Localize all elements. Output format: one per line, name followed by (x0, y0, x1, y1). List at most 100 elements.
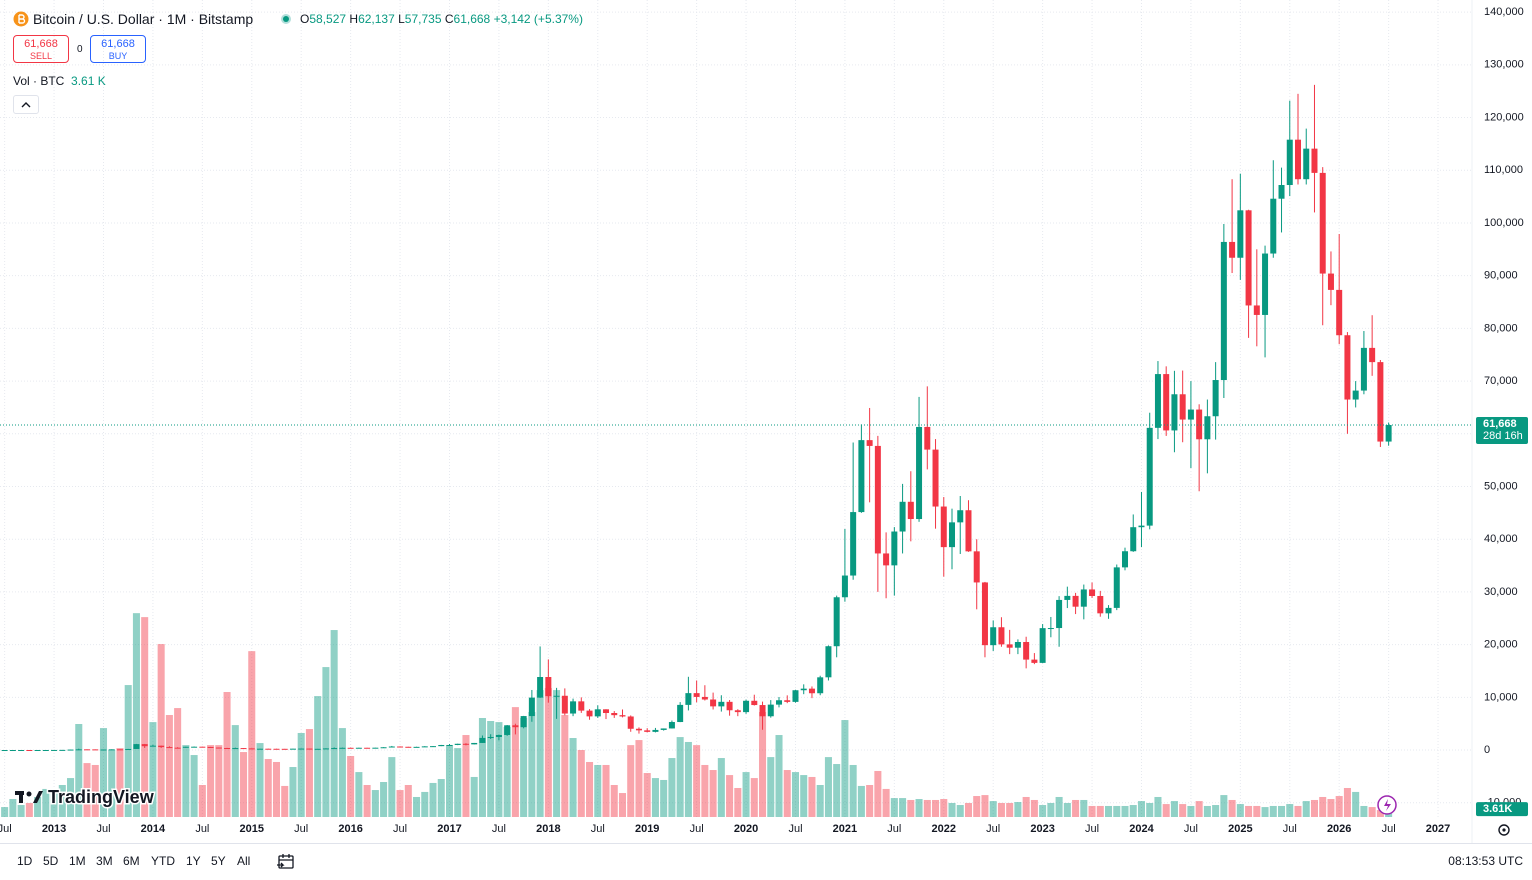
range-button[interactable]: 3M (96, 854, 113, 868)
volume-legend: Vol · BTC 3.61 K (13, 74, 106, 88)
volume-bar (709, 770, 717, 817)
logo-mark (26, 791, 32, 797)
settings-icon[interactable] (1498, 824, 1510, 836)
volume-bar (1269, 805, 1277, 817)
date-range-icon[interactable] (276, 852, 296, 872)
volume-bar (347, 755, 355, 817)
volume-bar (1220, 795, 1228, 817)
volume-bar (1006, 802, 1014, 817)
volume-bar (1170, 801, 1178, 817)
x-tick-label: 2021 (833, 823, 857, 835)
volume-bar (454, 748, 462, 817)
bottom-toolbar: 1D 5D 1M 3M 6M YTD 1Y 5Y All 08:13:53 UTC (0, 843, 1532, 880)
ohlc-value: 61,668 (453, 12, 491, 26)
range-button[interactable]: 1D (17, 854, 33, 868)
candle-body (479, 737, 486, 743)
candle-body (759, 705, 766, 717)
range-button[interactable]: All (237, 854, 251, 868)
candle-body (421, 746, 428, 748)
candle-body (586, 710, 593, 717)
volume-bar (99, 728, 108, 817)
volume-bar (808, 776, 816, 817)
volume-bar (380, 782, 388, 817)
volume-bar (1195, 801, 1203, 817)
volume-bar (528, 712, 536, 817)
volume-bar (272, 761, 281, 817)
volume-bar (1121, 805, 1129, 817)
candle-body (652, 729, 659, 732)
range-button[interactable]: 5Y (211, 854, 226, 868)
volume-bar (264, 758, 272, 817)
candle-body (776, 700, 783, 705)
volume-bar (388, 757, 396, 817)
range-button[interactable]: 1Y (186, 854, 201, 868)
x-tick-label: Jul (294, 823, 308, 835)
volume-bar (421, 791, 429, 817)
volume-bar (1212, 805, 1220, 817)
candle-body (1113, 567, 1120, 608)
volume-bar (841, 720, 849, 817)
range-button[interactable]: 6M (123, 854, 140, 868)
candle-body (1369, 347, 1376, 363)
sell-price: 61,668 (24, 38, 58, 50)
x-tick-label: Jul (1085, 823, 1099, 835)
candle-body (907, 501, 914, 520)
candle-body (1327, 273, 1334, 290)
candle-body (314, 748, 321, 750)
range-button[interactable]: 5D (43, 854, 59, 868)
candle-body (693, 693, 700, 697)
symbol-icon (13, 11, 29, 27)
collapse-button[interactable] (13, 95, 39, 114)
logo-text: TradingView (48, 787, 155, 807)
candle-body (1072, 595, 1079, 607)
candle-body (734, 710, 741, 713)
volume-bar (42, 788, 50, 817)
volume-bar (91, 764, 99, 817)
candle-body (570, 701, 577, 714)
volume-bar (1286, 804, 1294, 817)
volume-bar (289, 767, 297, 817)
candle-body (627, 716, 634, 729)
candle-body (635, 728, 642, 731)
volume-bar (338, 728, 346, 817)
candle-body (92, 749, 99, 751)
volume-bar (1368, 807, 1376, 817)
y-tick-label: 40,000 (1484, 533, 1518, 545)
candle-body (59, 749, 66, 751)
volume-bar (660, 779, 668, 817)
volume-bar (956, 805, 964, 817)
volume-bar (1088, 805, 1096, 817)
candle-body (1212, 380, 1219, 417)
candle-body (1352, 390, 1359, 400)
volume-bar (1203, 805, 1211, 817)
assistant-bolt (1384, 799, 1391, 811)
y-tick-label: 140,000 (1484, 6, 1524, 18)
ohlc-value: 62,137 (358, 12, 395, 26)
candle-body (899, 501, 906, 532)
buy-button[interactable]: 61,668 BUY (90, 35, 146, 63)
range-button[interactable]: YTD (151, 854, 175, 868)
volume-bar (973, 796, 981, 817)
candle-body (1146, 427, 1153, 526)
volume-bar (750, 778, 758, 817)
ohlc-key: O (300, 12, 310, 26)
volume-bar (116, 748, 124, 817)
candle-body (850, 512, 857, 576)
volume-bar (511, 707, 519, 817)
candle-body (504, 725, 511, 735)
range-button[interactable]: 1M (69, 854, 86, 868)
y-tick-label: 10,000 (1484, 691, 1518, 703)
sell-button[interactable]: 61,668 SELL (13, 35, 69, 63)
candle-body (1245, 210, 1252, 306)
candle-body (191, 746, 198, 748)
volume-bar (997, 802, 1005, 817)
candle-body (1006, 644, 1013, 648)
volume-bar (470, 776, 478, 817)
x-tick-label: Jul (195, 823, 209, 835)
candle-body (331, 748, 338, 750)
ohlc-value: 58,527 (309, 12, 347, 26)
candle-body (817, 677, 824, 694)
candle-body (75, 749, 82, 751)
candle-body (182, 746, 189, 748)
volume-bar (215, 745, 223, 817)
